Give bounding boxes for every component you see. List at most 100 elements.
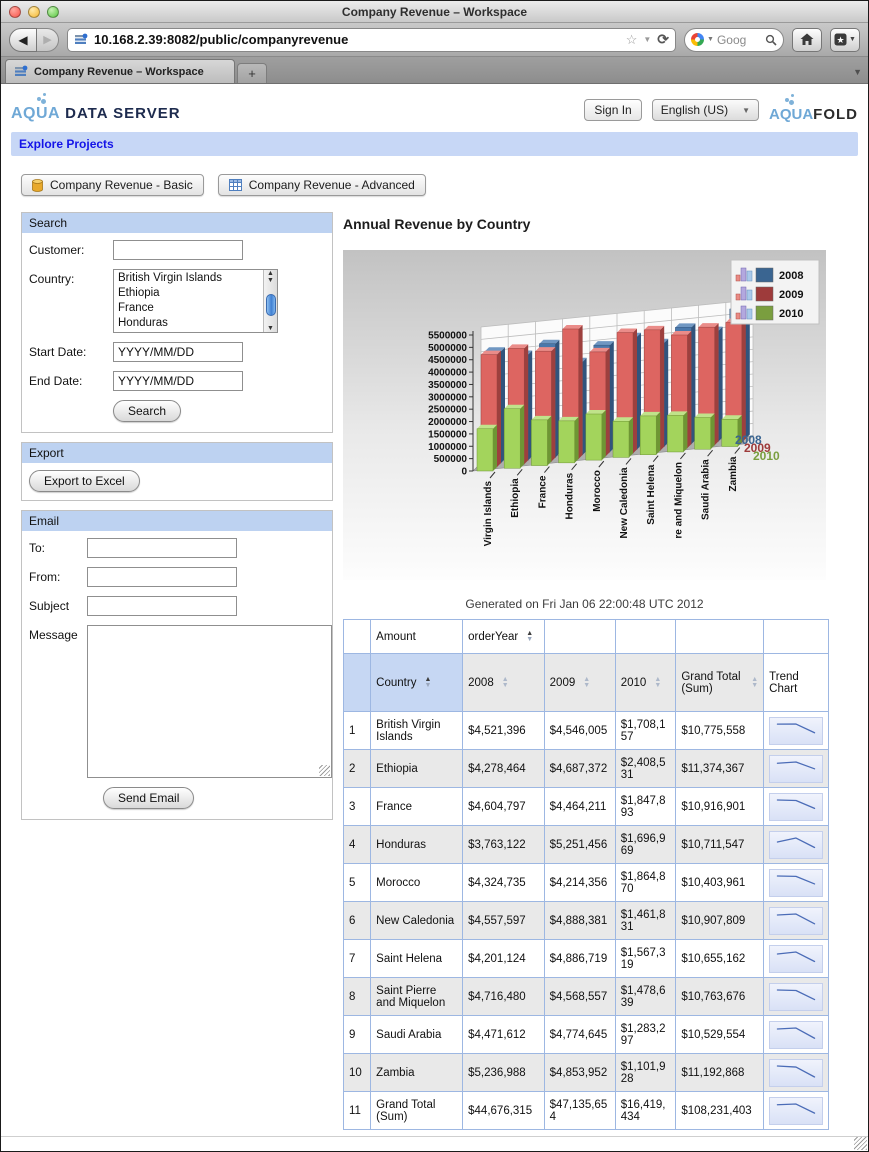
forward-button[interactable]: ▶ [37,27,59,52]
row-number-header [342,653,372,712]
year-2009-column-header[interactable]: 2009 ▲ ▼ [543,653,616,712]
scrollbar-thumb[interactable] [265,293,276,316]
bookmarks-menu-button[interactable]: ★ ▼ [830,27,860,52]
grand-total-cell: $10,907,809 [675,901,765,940]
y2009-cell: $4,464,211 [543,787,616,826]
tab-company-revenue-advanced[interactable]: Company Revenue - Advanced [217,174,426,196]
email-subject-input[interactable] [87,596,237,616]
grand-total-cell: $10,763,676 [675,977,765,1016]
trend-chart-cell[interactable] [763,863,829,902]
grand-total-cell: $10,655,162 [675,939,765,978]
start-date-input[interactable] [113,342,243,362]
customer-label: Customer: [29,243,85,257]
country-cell: Saint Helena [370,939,464,978]
trend-chart-cell[interactable] [763,977,829,1016]
language-select[interactable]: English (US) ▼ [651,99,759,121]
country-option[interactable]: France [118,302,154,314]
export-to-excel-button[interactable]: Export to Excel [29,470,140,492]
resize-grip-icon[interactable] [319,765,330,776]
trend-chart-cell[interactable] [763,825,829,864]
trend-sparkline [769,982,824,1011]
country-cell: France [370,787,464,826]
address-bar[interactable]: 10.168.2.39:8082/public/companyrevenue ☆… [67,27,676,52]
email-message-textarea[interactable] [87,625,332,778]
year-2008-column-header[interactable]: 2008 ▲ ▼ [462,653,545,712]
back-button[interactable]: ◀ [9,27,37,52]
workspace-tabs: Company Revenue - Basic Company Revenue … [21,174,858,196]
y2010-cell: $1,478,639 [614,977,677,1016]
grand-total-cell: $10,711,547 [675,825,765,864]
trend-sparkline [769,1020,824,1049]
sort-icon[interactable]: ▲ ▼ [751,675,759,689]
grand-total-column-header[interactable]: Grand Total (Sum) ▲ ▼ [675,653,765,712]
table-row: 10 Zambia $5,236,988 $4,853,952 $1,101,928 $1… [342,1053,829,1092]
trend-chart-cell[interactable] [763,901,829,940]
tab-list-dropdown-icon[interactable]: ▼ [853,67,862,77]
search-engine-dropdown-icon[interactable]: ▼ [707,36,714,43]
country-listbox[interactable]: British Virgin Islands Ethiopia France Hond… [113,269,278,333]
subject-label: Subject [29,599,70,613]
y2010-cell: $1,696,969 [614,825,677,864]
trend-chart-cell[interactable] [763,1015,829,1054]
sort-icon[interactable]: ▲ ▼ [526,629,534,643]
row-number-cell: 7 [342,939,372,978]
svg-text:2009: 2009 [779,289,803,301]
explore-projects-bar: Explore Projects [11,132,858,156]
sign-in-button[interactable]: Sign In [584,99,642,121]
zoom-window-button[interactable] [47,5,59,18]
trend-chart-cell[interactable] [763,711,829,750]
logo-text-aqua: AQUA [769,105,814,123]
trend-chart-cell[interactable] [763,749,829,788]
explore-projects-link[interactable]: Explore Projects [19,137,114,151]
trend-chart-cell[interactable] [763,939,829,978]
svg-text:2008: 2008 [779,270,803,282]
email-to-input[interactable] [87,538,237,558]
sort-icon[interactable]: ▲ ▼ [424,675,432,689]
listbox-scrollbar[interactable]: ▲ ▼ ▼ [263,270,277,332]
amount-header: Amount [370,619,464,654]
orderyear-header[interactable]: orderYear ▲ ▼ [462,619,545,654]
country-option[interactable]: British Virgin Islands [118,272,222,284]
scroll-up-icon[interactable]: ▲ [267,270,274,277]
url-dropdown-icon[interactable]: ▼ [643,35,652,44]
end-date-input[interactable] [113,371,243,391]
sort-icon[interactable]: ▲ ▼ [583,675,591,689]
scroll-down-icon[interactable]: ▼ [267,325,274,332]
trend-chart-cell[interactable] [763,787,829,826]
table-group-header-row: Amount orderYear ▲ ▼ [342,619,829,654]
country-option[interactable]: Ethiopia [118,287,160,299]
sort-icon[interactable]: ▲ ▼ [654,675,662,689]
trend-sparkline [769,944,824,973]
browser-tab-active[interactable]: Company Revenue – Workspace [5,59,235,83]
y2009-cell: $5,251,456 [543,825,616,864]
email-from-input[interactable] [87,567,237,587]
bookmark-star-icon[interactable]: ☆ [625,31,638,47]
trend-chart-column-header: Trend Chart [763,653,829,712]
revenue-table: Amount orderYear ▲ ▼ [342,619,829,1130]
new-tab-button[interactable]: + [237,63,267,83]
trend-sparkline [769,1058,824,1087]
search-panel: Search Customer: Country: British Virgin… [21,212,333,433]
table-row: 6 New Caledonia $4,557,597 $4,888,381 $1,461… [342,901,829,940]
sort-icon[interactable]: ▲ ▼ [501,675,509,689]
minimize-window-button[interactable] [28,5,40,18]
tab-strip: Company Revenue – Workspace + ▼ [1,57,868,84]
trend-chart-cell[interactable] [763,1091,829,1130]
country-column-header[interactable]: Country ▲ ▼ [370,653,464,712]
home-button[interactable] [792,27,822,52]
window-resize-grip[interactable] [854,1137,867,1150]
country-cell: Zambia [370,1053,464,1092]
tab-company-revenue-basic[interactable]: Company Revenue - Basic [21,174,204,196]
year-2010-column-header[interactable]: 2010 ▲ ▼ [614,653,677,712]
scroll-down-icon[interactable]: ▼ [267,277,274,284]
y2010-cell: $2,408,531 [614,749,677,788]
reload-icon[interactable]: ⟳ [657,31,669,47]
customer-input[interactable] [113,240,243,260]
country-option[interactable]: Honduras [118,317,168,329]
language-value: English (US) [660,103,729,117]
web-search-box[interactable]: ▼ Goog [684,27,784,52]
search-button[interactable]: Search [113,400,182,422]
trend-chart-cell[interactable] [763,1053,829,1092]
send-email-button[interactable]: Send Email [103,787,195,809]
close-window-button[interactable] [9,5,21,18]
